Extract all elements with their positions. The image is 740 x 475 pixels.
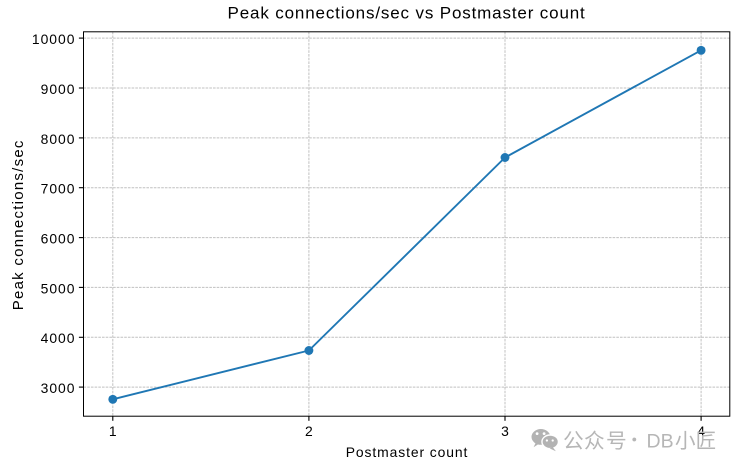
svg-text:10000: 10000: [32, 31, 76, 47]
svg-text:4: 4: [697, 423, 705, 439]
svg-text:9000: 9000: [41, 81, 76, 97]
svg-text:1: 1: [109, 423, 117, 439]
svg-text:3000: 3000: [41, 380, 76, 396]
svg-text:Peak connections/sec vs Postma: Peak connections/sec vs Postmaster count: [228, 4, 586, 23]
svg-text:3: 3: [501, 423, 509, 439]
svg-text:DB: DB: [647, 431, 674, 453]
svg-text:Postmaster count: Postmaster count: [346, 444, 469, 460]
svg-text:6000: 6000: [41, 231, 76, 247]
svg-text:5000: 5000: [41, 280, 76, 296]
svg-text:Peak connections/sec: Peak connections/sec: [10, 139, 27, 310]
svg-text:2: 2: [305, 423, 313, 439]
svg-text:8000: 8000: [41, 131, 76, 147]
svg-text:4000: 4000: [41, 330, 76, 346]
svg-text:7000: 7000: [41, 181, 76, 197]
